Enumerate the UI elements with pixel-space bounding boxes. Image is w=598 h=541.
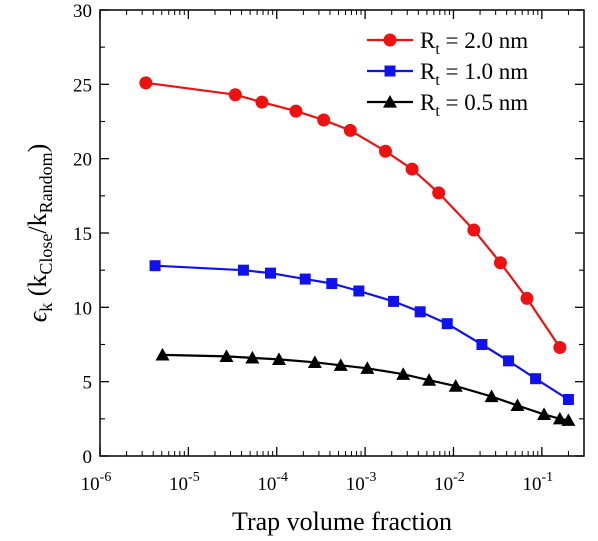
data-point-triangle — [383, 95, 397, 108]
y-label-slash: /k — [23, 213, 52, 233]
y-tick-label: 15 — [73, 224, 92, 245]
data-point-triangle — [422, 373, 437, 386]
series-square — [149, 260, 574, 406]
y-label-open: (k — [23, 275, 52, 303]
series-group — [139, 76, 576, 426]
legend-entry: Rt = 0.5 nm — [367, 90, 528, 120]
data-point-triangle — [561, 413, 576, 426]
data-point-circle — [432, 186, 446, 200]
data-point-circle — [255, 95, 269, 109]
y-tick-label: 5 — [83, 373, 93, 394]
data-point-triangle — [219, 349, 234, 362]
data-point-triangle — [510, 398, 525, 412]
legend-label: Rt = 0.5 nm — [420, 90, 528, 120]
data-point-square — [237, 264, 249, 276]
data-point-square — [476, 339, 488, 350]
data-point-circle — [493, 256, 507, 270]
data-point-square — [388, 295, 400, 307]
data-point-square — [503, 355, 515, 367]
data-point-square — [149, 260, 161, 272]
data-point-triangle — [271, 352, 286, 365]
series-triangle — [155, 347, 576, 426]
tick-labels: 0 5 10 15 20 25 30 10-6 10-5 10-4 10-3 10-2 10-1 — [73, 1, 553, 495]
legend-label: Rt = 2.0 nm — [420, 28, 528, 58]
y-tick-label: 10 — [73, 298, 92, 319]
data-point-circle — [289, 104, 303, 118]
data-point-triangle — [245, 350, 260, 364]
x-tick-label: 10-5 — [169, 470, 200, 495]
data-point-triangle — [537, 407, 552, 420]
data-point-triangle — [307, 355, 322, 368]
legend-entry: Rt = 1.0 nm — [367, 59, 528, 89]
x-tick-label: 10-3 — [346, 470, 377, 495]
data-point-square — [326, 278, 338, 290]
data-point-circle — [520, 291, 534, 305]
data-point-circle — [383, 33, 397, 47]
data-point-triangle — [396, 367, 411, 380]
y-label-close: ) — [23, 144, 52, 153]
data-point-circle — [139, 76, 153, 90]
series-line — [145, 81, 561, 349]
y-label-symbol-sub: k — [36, 303, 56, 312]
x-tick-label: 10-6 — [81, 470, 112, 495]
data-point-circle — [553, 340, 567, 354]
y-tick-label: 20 — [73, 150, 92, 171]
data-point-square — [414, 306, 426, 318]
data-point-square — [441, 318, 453, 330]
data-point-square — [353, 285, 365, 297]
legend-label: Rt = 1.0 nm — [420, 59, 528, 89]
data-point-circle — [378, 144, 392, 158]
x-tick-label: 10-1 — [523, 470, 554, 495]
y-tick-label: 30 — [73, 1, 92, 22]
y-label-symbol: ϵ — [23, 310, 52, 322]
data-point-triangle — [155, 347, 170, 361]
data-point-triangle — [360, 361, 375, 374]
y-axis-label: ϵk (kClose/kRandom) — [23, 144, 56, 323]
data-point-square — [562, 394, 574, 406]
data-point-circle — [467, 223, 481, 237]
x-tick-label: 10-2 — [434, 470, 465, 495]
data-point-square — [530, 373, 542, 385]
y-label-sub-close: Close — [36, 234, 56, 275]
y-tick-label: 25 — [73, 75, 92, 96]
plot-frame — [99, 9, 585, 457]
data-point-triangle — [333, 358, 348, 371]
data-point-square — [299, 273, 311, 285]
data-point-circle — [228, 88, 242, 102]
data-point-triangle — [484, 389, 499, 403]
series-circle — [139, 76, 567, 354]
data-point-triangle — [448, 379, 463, 392]
data-point-circle — [405, 162, 419, 176]
tick-marks — [99, 9, 584, 457]
data-point-circle — [343, 123, 357, 137]
legend-entry: Rt = 2.0 nm — [367, 28, 528, 58]
y-label-sub-random: Random — [36, 152, 56, 213]
data-point-square — [264, 267, 276, 279]
data-point-triangle — [552, 411, 567, 425]
data-point-square — [384, 65, 396, 77]
x-axis-label: Trap volume fraction — [232, 507, 452, 536]
x-tick-label: 10-4 — [257, 470, 288, 495]
y-tick-label: 0 — [83, 447, 93, 468]
data-point-circle — [317, 113, 331, 127]
